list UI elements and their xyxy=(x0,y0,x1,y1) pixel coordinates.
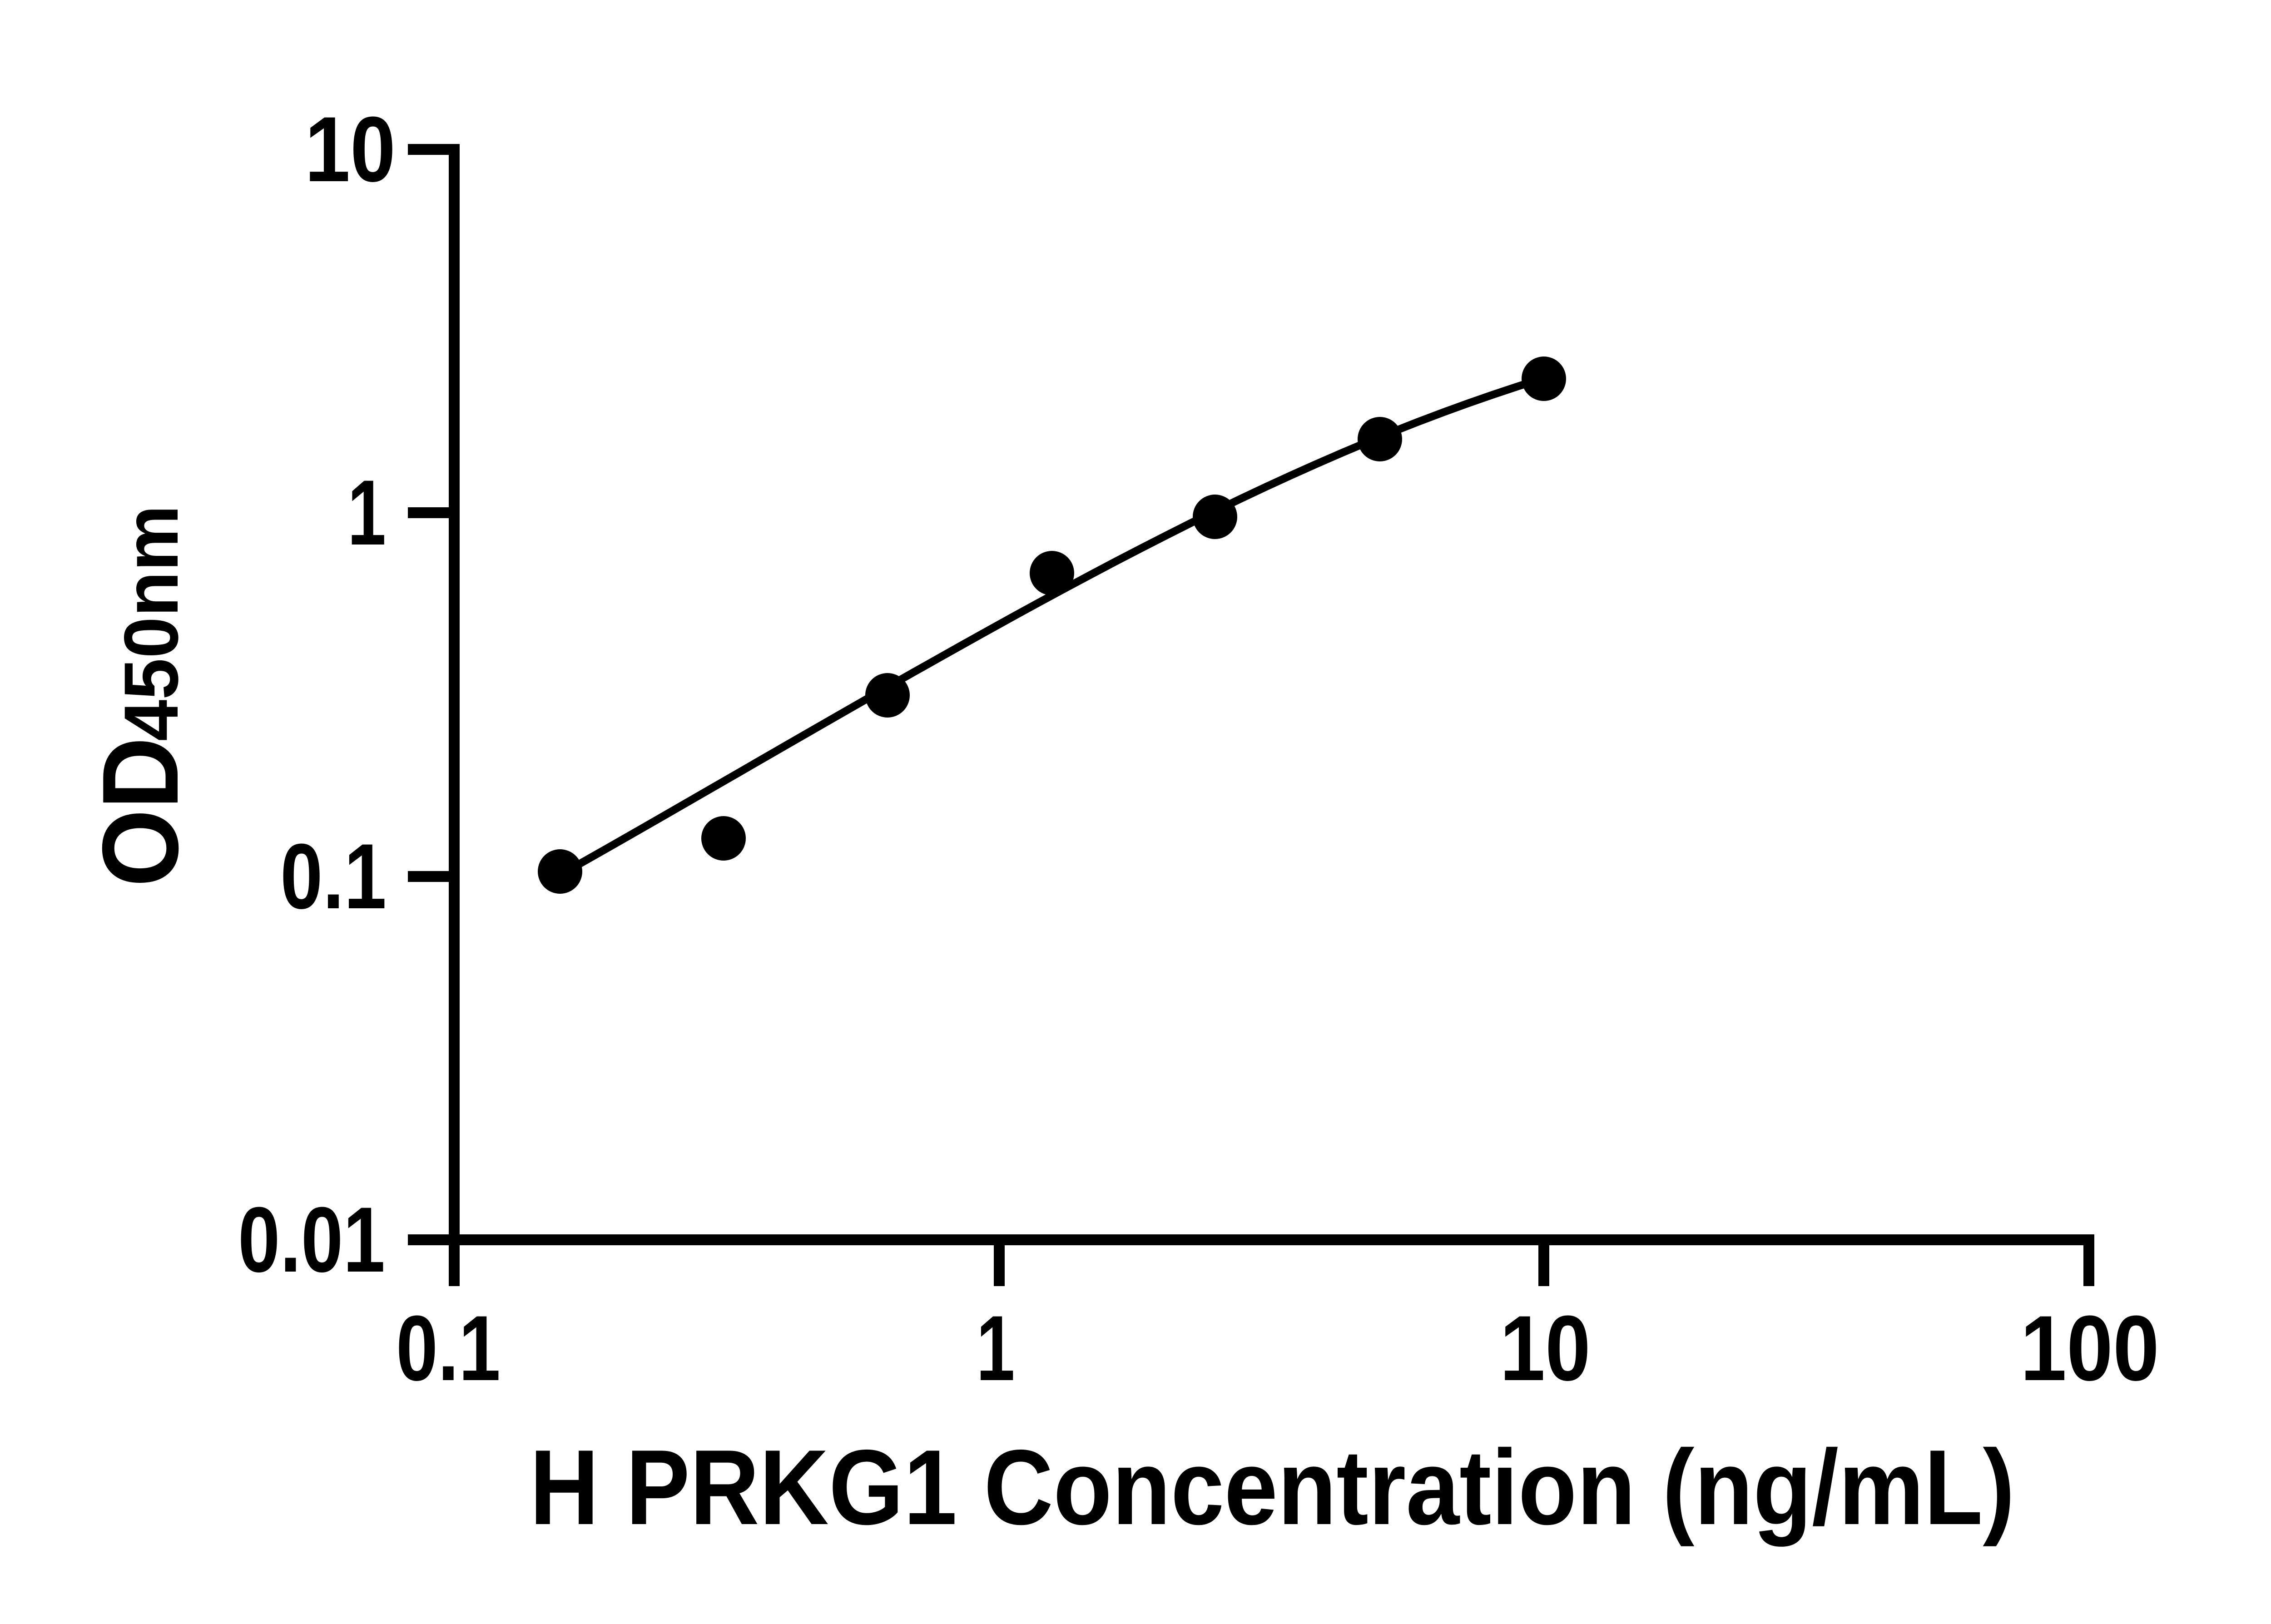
svg-text:0.1: 0.1 xyxy=(396,1297,501,1400)
svg-text:OD: OD xyxy=(80,737,201,887)
svg-text:10: 10 xyxy=(1500,1297,1591,1400)
svg-text:0.01: 0.01 xyxy=(238,1188,385,1292)
svg-text:1: 1 xyxy=(347,461,386,564)
svg-text:1: 1 xyxy=(977,1297,1015,1400)
svg-text:H PRKG1 Concentration (ng/mL): H PRKG1 Concentration (ng/mL) xyxy=(530,1427,2015,1547)
svg-text:100: 100 xyxy=(2020,1297,2159,1400)
svg-text:450nm: 450nm xyxy=(108,505,194,741)
svg-text:0.1: 0.1 xyxy=(280,825,387,928)
svg-text:10: 10 xyxy=(305,98,396,201)
